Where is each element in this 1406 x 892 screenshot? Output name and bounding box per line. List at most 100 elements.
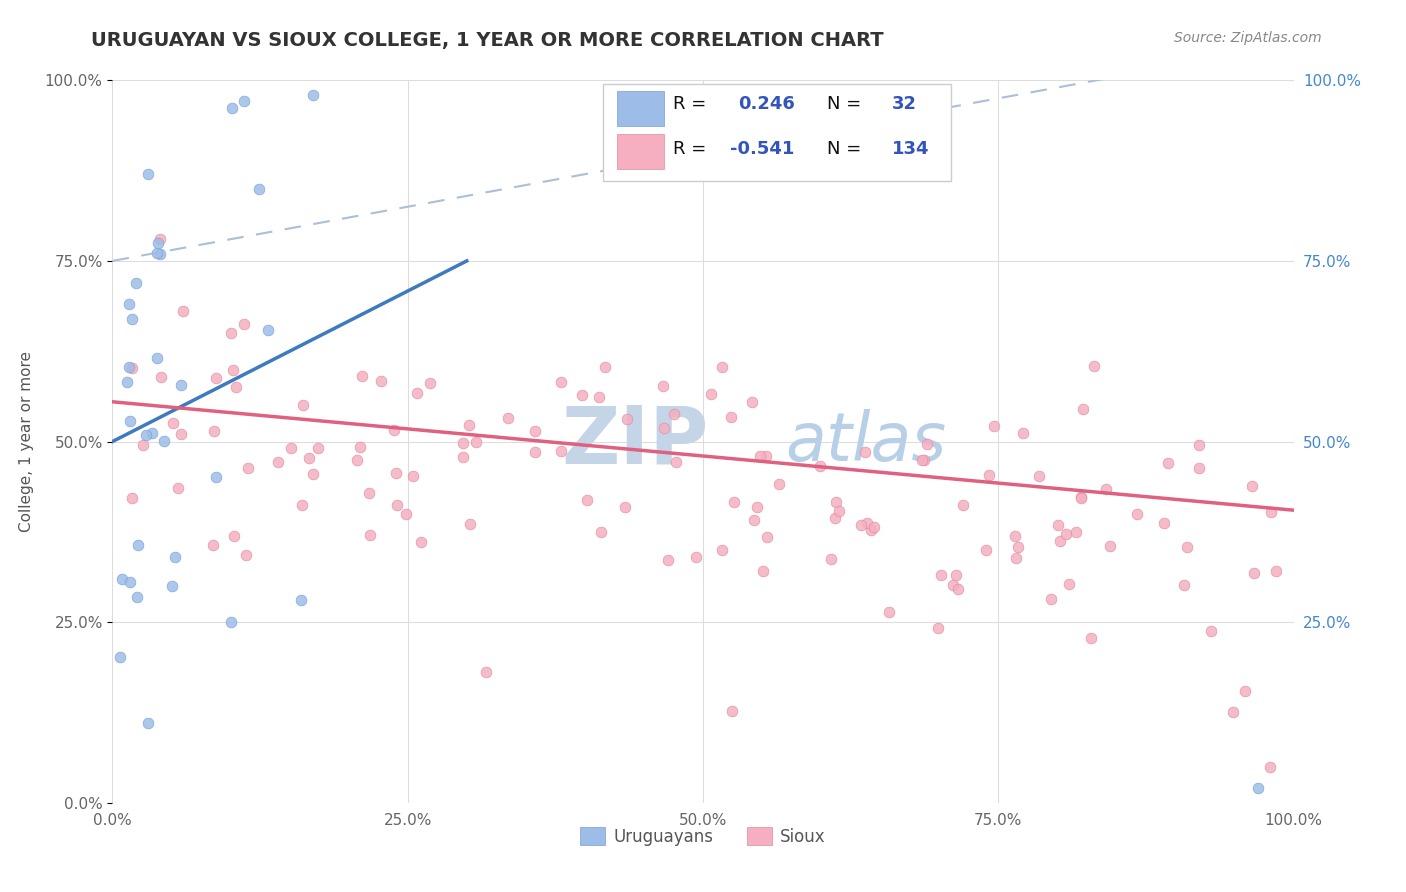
- Point: [911, 453, 934, 467]
- Point: [120, 574, 142, 589]
- Text: 0.246: 0.246: [738, 95, 796, 113]
- Point: [292, 398, 315, 412]
- Point: [652, 379, 675, 393]
- Point: [946, 582, 969, 596]
- Point: [1265, 564, 1288, 578]
- Point: [917, 436, 939, 450]
- Point: [111, 573, 134, 587]
- Point: [1070, 491, 1092, 506]
- Point: [1095, 483, 1118, 497]
- Point: [1188, 460, 1211, 475]
- Point: [458, 517, 481, 532]
- Point: [657, 552, 679, 566]
- Text: N =: N =: [827, 140, 868, 158]
- Point: [149, 246, 172, 260]
- Point: [550, 443, 572, 458]
- Point: [162, 416, 184, 430]
- Point: [127, 590, 149, 604]
- Point: [1258, 760, 1281, 774]
- Point: [820, 552, 842, 566]
- Point: [1153, 516, 1175, 530]
- Point: [149, 370, 172, 384]
- Point: [700, 387, 723, 401]
- Point: [593, 360, 616, 375]
- Point: [1260, 505, 1282, 519]
- Point: [575, 492, 598, 507]
- Point: [290, 498, 312, 512]
- Point: [146, 246, 169, 260]
- Point: [952, 499, 974, 513]
- Point: [808, 458, 831, 473]
- Point: [117, 359, 139, 374]
- Point: [1222, 705, 1244, 719]
- Point: [1126, 507, 1149, 521]
- Point: [863, 520, 886, 534]
- Point: [1240, 479, 1263, 493]
- Text: atlas: atlas: [786, 409, 946, 475]
- FancyBboxPatch shape: [603, 84, 950, 181]
- Text: R =: R =: [673, 95, 713, 113]
- Point: [945, 568, 967, 582]
- Point: [257, 323, 280, 337]
- Point: [395, 507, 418, 521]
- Point: [235, 548, 257, 562]
- Point: [1054, 526, 1077, 541]
- Point: [307, 442, 329, 456]
- Text: 32: 32: [891, 95, 917, 113]
- Point: [131, 437, 153, 451]
- Point: [720, 704, 742, 718]
- Point: [233, 318, 256, 332]
- Point: [167, 482, 190, 496]
- Point: [172, 304, 194, 318]
- Point: [153, 434, 176, 448]
- Point: [219, 326, 242, 340]
- Point: [163, 549, 186, 564]
- Point: [224, 528, 246, 542]
- Text: R =: R =: [673, 140, 713, 158]
- Point: [359, 528, 381, 542]
- Point: [302, 87, 325, 102]
- Point: [225, 380, 247, 394]
- Point: [589, 524, 612, 539]
- Point: [359, 486, 381, 500]
- Point: [745, 500, 768, 515]
- Point: [749, 450, 772, 464]
- Point: [236, 460, 259, 475]
- Point: [685, 550, 707, 565]
- Point: [929, 567, 952, 582]
- Text: Source: ZipAtlas.com: Source: ZipAtlas.com: [1174, 31, 1322, 45]
- Point: [665, 455, 688, 469]
- Point: [370, 374, 392, 388]
- Point: [419, 376, 441, 390]
- Point: [523, 424, 546, 438]
- Point: [1233, 684, 1256, 698]
- Point: [267, 455, 290, 469]
- Point: [232, 94, 254, 108]
- Point: [1071, 401, 1094, 416]
- Point: [849, 517, 872, 532]
- Point: [385, 498, 408, 512]
- Point: [405, 385, 427, 400]
- Point: [170, 426, 193, 441]
- Point: [465, 435, 488, 450]
- Point: [912, 452, 935, 467]
- Point: [977, 468, 1000, 483]
- Legend: Uruguayans, Sioux: Uruguayans, Sioux: [574, 821, 832, 852]
- Point: [711, 359, 734, 374]
- Point: [170, 378, 193, 392]
- Point: [824, 511, 846, 525]
- Point: [120, 414, 142, 428]
- Point: [298, 451, 321, 466]
- Point: [1070, 491, 1092, 505]
- Point: [1188, 438, 1211, 452]
- Point: [853, 445, 876, 459]
- Point: [202, 424, 225, 438]
- Point: [127, 538, 149, 552]
- Point: [1057, 577, 1080, 591]
- Point: [247, 182, 270, 196]
- Point: [723, 495, 745, 509]
- Bar: [617, 135, 664, 169]
- Point: [349, 440, 371, 454]
- Point: [221, 101, 243, 115]
- Point: [983, 418, 1005, 433]
